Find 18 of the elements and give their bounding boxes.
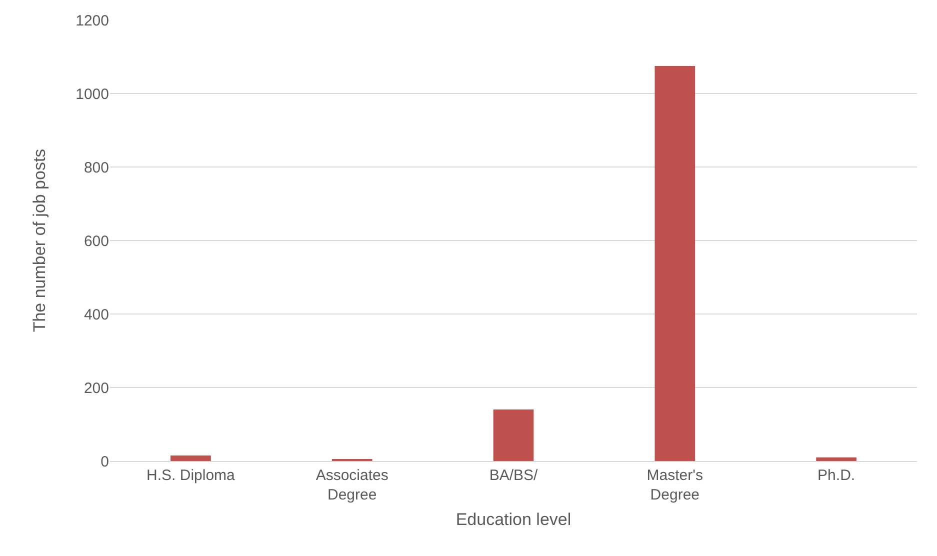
bar [493, 410, 534, 461]
bar [654, 66, 696, 461]
y-tick-label: 0 [100, 453, 109, 470]
y-tick-label: 400 [84, 306, 109, 324]
y-tick-label: 600 [84, 232, 109, 250]
x-tick-label: Associates Degree [316, 467, 388, 504]
x-tick-label: Ph.D. [818, 467, 856, 484]
y-tick-label: 1200 [76, 12, 109, 30]
y-tick-label: 1000 [76, 86, 109, 103]
x-tick-label: H.S. Diploma [146, 467, 236, 484]
x-tick-label: BA/BS/ [489, 467, 539, 484]
y-tick-label: 800 [84, 159, 109, 176]
bar [170, 455, 211, 461]
bar [816, 457, 856, 461]
x-axis-title: Education level [456, 510, 572, 529]
y-tick-label: 200 [84, 380, 109, 397]
y-axis-title: The number of job posts [30, 148, 50, 332]
x-tick-label: Master's Degree [646, 467, 704, 504]
